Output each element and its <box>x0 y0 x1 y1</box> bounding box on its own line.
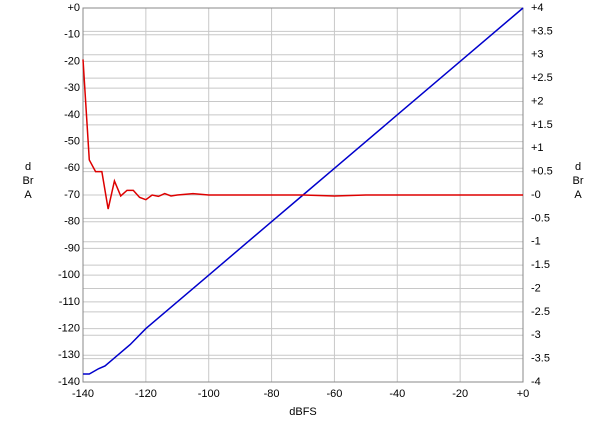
y-tick-label: -30 <box>64 82 80 94</box>
y2-tick-label: +1 <box>531 142 544 154</box>
y-tick-label: -10 <box>64 29 80 41</box>
y-tick-label: -60 <box>64 162 80 174</box>
y2-tick-label: -4 <box>531 376 541 388</box>
y-tick-label: -70 <box>64 189 80 201</box>
y2-tick-label: -0.5 <box>531 212 550 224</box>
x-tick-label: -40 <box>389 388 405 400</box>
x-tick-label: -120 <box>135 388 157 400</box>
y-axis-label: dBr A <box>22 161 34 201</box>
x-tick-label: +0 <box>517 388 530 400</box>
y-tick-label: -80 <box>64 216 80 228</box>
y2-tick-label: +0.5 <box>531 166 553 178</box>
y2-axis-label: dBr A <box>572 161 584 201</box>
y2-tick-label: +2.5 <box>531 72 553 84</box>
y2-tick-label: +4 <box>531 2 544 14</box>
x-tick-label: -20 <box>452 388 468 400</box>
x-tick-label: -140 <box>72 388 94 400</box>
y2-tick-label: +3 <box>531 49 544 61</box>
x-axis-label: dBFS <box>289 406 317 418</box>
data-line <box>83 7 524 375</box>
y-tick-label: +0 <box>67 2 80 14</box>
y-tick-label: -90 <box>64 242 80 254</box>
y2-tick-label: -2.5 <box>531 306 550 318</box>
y2-tick-label: -2 <box>531 282 541 294</box>
y-tick-label: -110 <box>59 296 80 308</box>
y2-tick-label: -0 <box>531 189 541 201</box>
y2-tick-label: +2 <box>531 95 544 107</box>
y-tick-label: -50 <box>64 135 80 147</box>
y-tick-label: -140 <box>58 376 80 388</box>
y-tick-label: -100 <box>58 269 80 281</box>
data-line <box>82 59 523 210</box>
y2-tick-label: -3.5 <box>531 353 550 365</box>
y2-tick-label: -1 <box>531 236 541 248</box>
y2-tick-label: +1.5 <box>531 119 553 131</box>
y-tick-label: -130 <box>58 349 80 361</box>
y2-tick-label: -1.5 <box>531 259 550 271</box>
x-tick-label: -60 <box>326 388 342 400</box>
x-tick-label: -80 <box>264 388 280 400</box>
y2-tick-label: -3 <box>531 329 541 341</box>
y-tick-label: -40 <box>64 109 80 121</box>
y2-tick-label: +3.5 <box>531 25 553 37</box>
y-tick-label: -120 <box>58 322 80 334</box>
x-tick-label: -100 <box>198 388 220 400</box>
y-tick-label: -20 <box>64 55 80 67</box>
